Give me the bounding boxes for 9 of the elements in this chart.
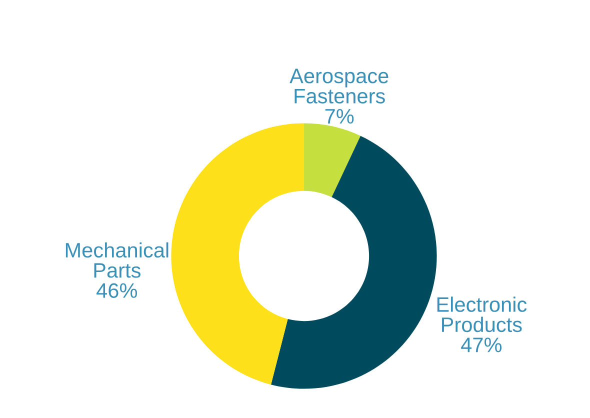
data-label: 7%	[325, 108, 354, 124]
donut-slice	[270, 136, 437, 389]
slice-label: Electronic Products	[437, 296, 527, 332]
data-label: 46%	[96, 283, 138, 298]
slice-label: Aerospace Fasteners	[290, 68, 388, 104]
slice-label: Mechanical Parts	[66, 242, 168, 278]
donut-slice	[304, 123, 361, 198]
donut-slice	[171, 123, 304, 385]
data-label: 47%	[461, 338, 502, 352]
